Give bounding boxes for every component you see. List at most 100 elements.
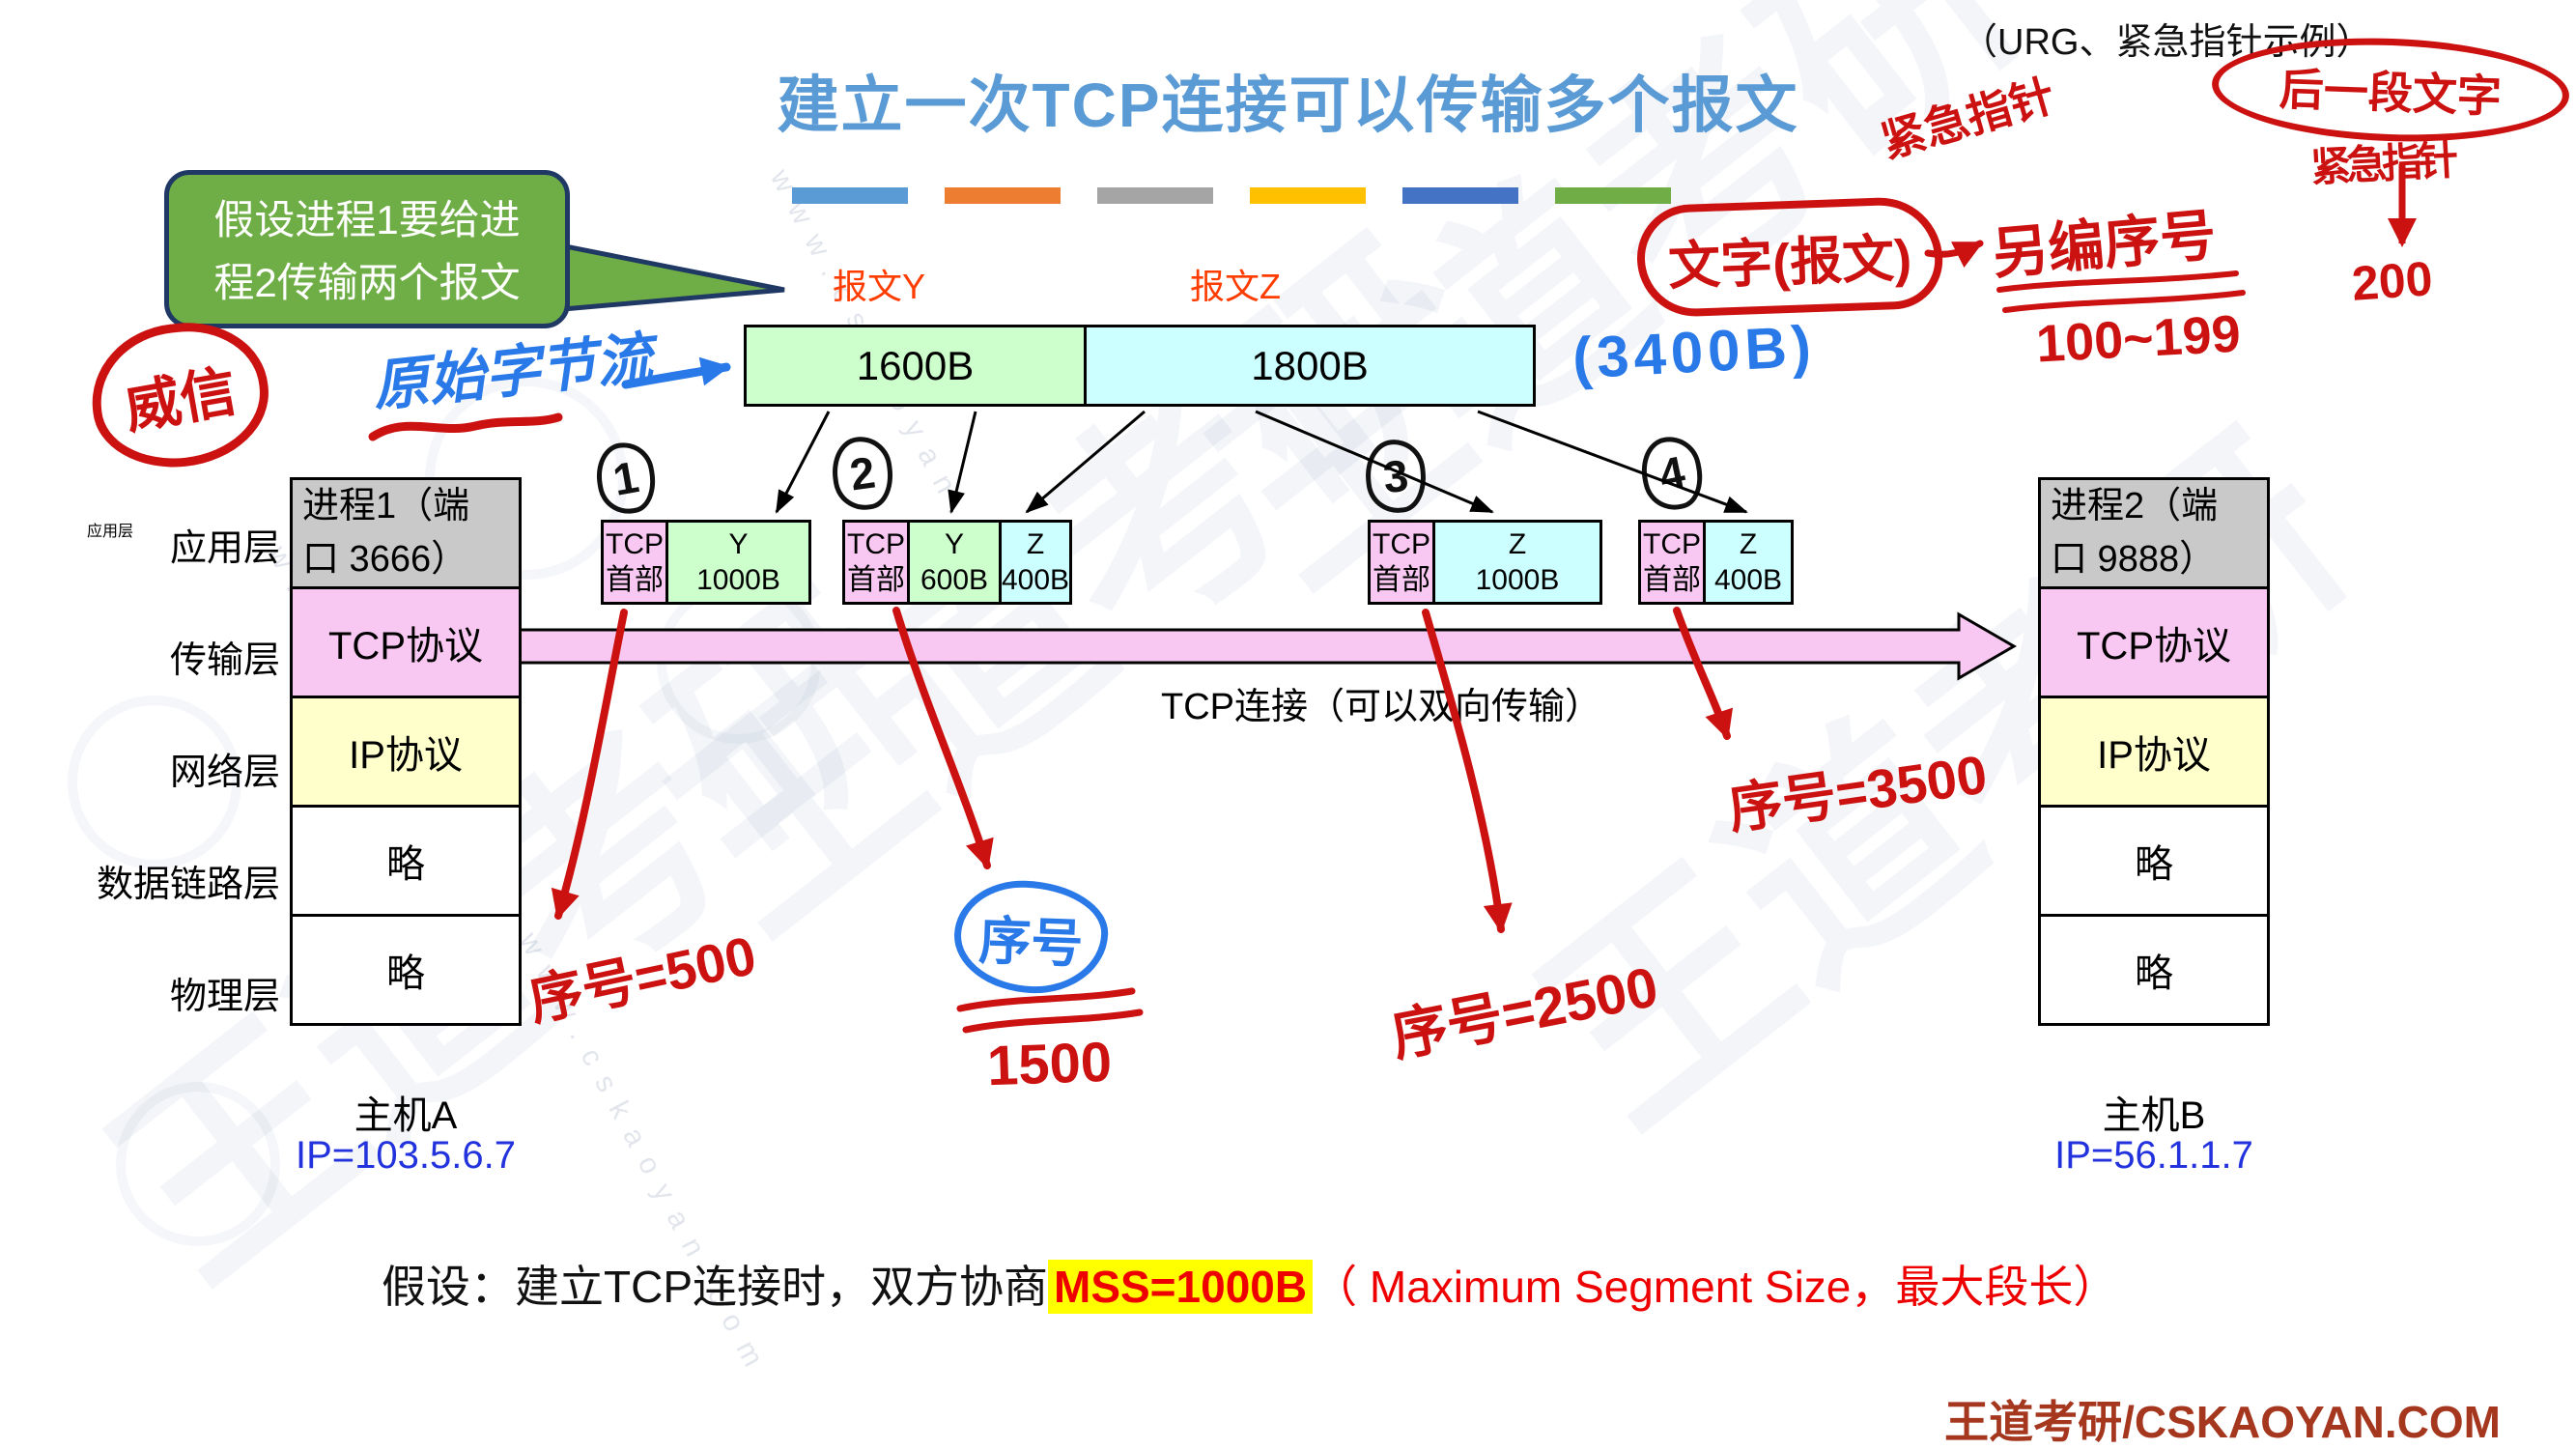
layer-label-physical: 物理层 xyxy=(169,977,280,1017)
seq-2500-arrow xyxy=(1422,609,1513,933)
seq-underline-1 xyxy=(956,987,1136,1012)
split-arrow-y-to-seg1 xyxy=(775,411,831,514)
speech-bubble-tail xyxy=(538,238,785,314)
host-b-label: 主机B xyxy=(2102,1094,2206,1137)
segment-4-data-z: Z 400B xyxy=(1703,520,1794,605)
host-b-process-line2: 口 9888） xyxy=(2051,539,2217,580)
range-note: 100~199 xyxy=(2034,304,2243,374)
tcp-segment-2: TCP 首部 Y 600B Z 400B xyxy=(842,520,1072,605)
tcp-segment-3: TCP 首部 Z 1000B xyxy=(1368,520,1602,605)
segment-3-header-line1: TCP xyxy=(1373,527,1430,560)
layer-label-application: 应用层 xyxy=(169,528,280,569)
title-pre: 建立一次 xyxy=(777,71,1033,140)
segment-2-data-y: Y 600B xyxy=(907,520,1002,605)
host-b-datalink-cell: 略 xyxy=(2038,805,2270,917)
page-title: 建立一次TCP连接可以传输多个报文 xyxy=(0,56,2576,145)
host-a-protocol-stack: 进程1（端 口 3666） TCP协议 IP协议 略 略 xyxy=(290,477,522,1026)
segment-2-data-z: Z 400B xyxy=(999,520,1072,605)
title-tcp: TCP xyxy=(1032,71,1162,140)
weixin-text: 威信 xyxy=(120,359,242,441)
urgent-pointer-note-right: 紧急指针 xyxy=(2309,137,2455,190)
host-a-label: 主机A xyxy=(354,1094,458,1137)
decor-bar-3 xyxy=(1097,187,1213,204)
host-a-tcp-cell: TCP协议 xyxy=(290,586,522,698)
mss-assumption-line: 假设：建立TCP连接时，双方协商 MSS=1000B （ Maximum Segme… xyxy=(382,1252,2117,1316)
mss-highlight: MSS=1000B xyxy=(1048,1260,1314,1314)
segment-2-data-z-label: Z xyxy=(1026,527,1045,560)
last-text: 后一段文字 xyxy=(2279,64,2503,122)
segment-4-header: TCP 首部 xyxy=(1638,520,1706,605)
tcp-segment-4: TCP 首部 Z 400B xyxy=(1638,520,1794,605)
title-post: 连接可以传输多个报文 xyxy=(1161,71,1799,140)
bubble-line1: 假设进程1要给进 xyxy=(213,197,521,242)
assumption-prefix: 假设：建立TCP连接时，双方协商 xyxy=(382,1262,1048,1312)
segment-1-header-line1: TCP xyxy=(606,527,664,560)
segment-3-data-label: Z xyxy=(1508,527,1527,560)
seq-1500-note: 1500 xyxy=(985,1030,1114,1098)
segment-4-data-size: 400B xyxy=(1713,564,1783,596)
seq-underline-2 xyxy=(962,1009,1144,1034)
host-b-application-cell: 进程2（端 口 9888） xyxy=(2038,477,2270,589)
assumption-speech-bubble: 假设进程1要给进 程2传输两个报文 xyxy=(164,170,570,328)
tcp-connection-label: TCP连接（可以双向传输） xyxy=(1160,687,1601,727)
tcp-segment-1: TCP 首部 Y 1000B xyxy=(601,520,811,605)
message-y-label: 报文Y xyxy=(833,267,926,306)
host-a-ip: IP=103.5.6.7 xyxy=(296,1134,516,1177)
host-b-ip: IP=56.1.1.7 xyxy=(2054,1134,2253,1177)
segment-3-data-size: 1000B xyxy=(1475,564,1560,596)
segment-2-data-y-label: Y xyxy=(944,527,964,560)
segment-1-header: TCP 首部 xyxy=(601,520,668,605)
origin-byte-stream-note: 原始字节流 xyxy=(369,326,656,418)
layer-label-network: 网络层 xyxy=(169,753,280,793)
segment-1-header-line2: 首部 xyxy=(606,564,664,596)
seq-label-circle: 序号 xyxy=(952,878,1110,996)
urg-example-note: （URG、紧急指针示例） xyxy=(1961,22,2373,63)
layer-label-transport: 传输层 xyxy=(169,640,280,681)
segment-3-header: TCP 首部 xyxy=(1368,520,1435,605)
assumption-suffix: （ Maximum Segment Size，最大段长） xyxy=(1313,1262,2118,1312)
renumber-note: 另编序号 xyxy=(1990,203,2219,286)
watermark-seal xyxy=(116,1082,280,1246)
message-z-label: 报文Z xyxy=(1190,267,1281,306)
host-a-process-line1: 进程1（端 xyxy=(302,485,470,526)
bubble-line2: 程2传输两个报文 xyxy=(213,260,521,306)
layer-label-application: 应用层 xyxy=(87,524,134,540)
decor-bar-5 xyxy=(1402,187,1518,204)
byte-stream-box-z: 1800B xyxy=(1084,325,1536,407)
seq-label-text: 序号 xyxy=(977,911,1085,974)
host-a-datalink-cell: 略 xyxy=(290,805,522,917)
host-b-tcp-cell: TCP协议 xyxy=(2038,586,2270,698)
watermark-seal xyxy=(68,696,241,869)
segment-2-header-line1: TCP xyxy=(847,527,905,560)
decor-bar-1 xyxy=(792,187,908,204)
host-a-application-cell: 进程1（端 口 3666） xyxy=(290,477,522,589)
segment-2-data-z-size: 400B xyxy=(1001,564,1070,596)
decor-bar-6 xyxy=(1555,187,1671,204)
title-underline-bars xyxy=(792,187,1671,204)
text-message-circle: 文字(报文) xyxy=(1635,195,1944,319)
text-message-text: 文字(报文) xyxy=(1667,229,1913,296)
segment-2-header: TCP 首部 xyxy=(842,520,910,605)
segment-4-header-line1: TCP xyxy=(1643,527,1701,560)
host-b-process-line1: 进程2（端 xyxy=(2051,485,2219,526)
layer-label-datalink: 数据链路层 xyxy=(96,865,280,905)
segment-3-header-line2: 首部 xyxy=(1373,564,1430,596)
segment-4-number: 4 xyxy=(1634,431,1710,516)
total-size-note: (3400B) xyxy=(1571,313,1818,391)
segment-3-data-z: Z 1000B xyxy=(1432,520,1602,605)
byte-stream-box-y: 1600B xyxy=(744,325,1087,407)
brand-footer: 王道考研/CSKAOYAN.COM xyxy=(1944,1397,2501,1447)
byte-stream-z-size: 1800B xyxy=(1251,342,1369,388)
host-b-ip-cell: IP协议 xyxy=(2038,696,2270,808)
host-a-process-line2: 口 3666） xyxy=(302,539,468,580)
host-b-protocol-stack: 进程2（端 口 9888） TCP协议 IP协议 略 略 xyxy=(2038,477,2270,1026)
decor-bar-4 xyxy=(1250,187,1366,204)
weixin-circle: 威信 xyxy=(84,314,276,476)
host-b-physical-cell: 略 xyxy=(2038,914,2270,1026)
segment-4-header-line2: 首部 xyxy=(1643,564,1701,596)
segment-2-header-line2: 首部 xyxy=(847,564,905,596)
host-a-ip-cell: IP协议 xyxy=(290,696,522,808)
segment-4-data-label: Z xyxy=(1739,527,1758,560)
byte-stream-y-size: 1600B xyxy=(856,342,975,388)
